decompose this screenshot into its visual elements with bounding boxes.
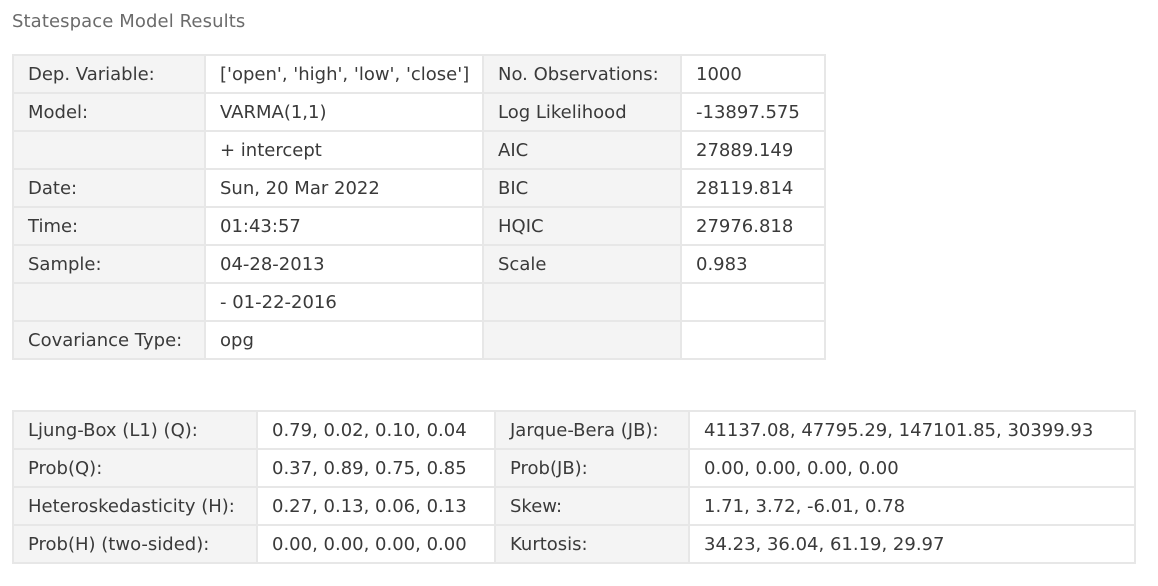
row-label: Model:	[12, 92, 206, 132]
row-value: ['open', 'high', 'low', 'close']	[204, 54, 484, 94]
row-label: HQIC	[482, 206, 682, 246]
results-title: Statespace Model Results	[12, 11, 246, 32]
row-value: 28119.814	[680, 168, 826, 208]
row-label	[482, 320, 682, 360]
row-value: 27889.149	[680, 130, 826, 170]
row-label: BIC	[482, 168, 682, 208]
row-value: 0.00, 0.00, 0.00, 0.00	[256, 524, 496, 564]
table-row: Covariance Type: opg	[12, 320, 826, 360]
row-label: Scale	[482, 244, 682, 284]
row-value: 0.79, 0.02, 0.10, 0.04	[256, 410, 496, 450]
row-value: VARMA(1,1)	[204, 92, 484, 132]
row-value	[680, 282, 826, 322]
row-label: Prob(H) (two-sided):	[12, 524, 258, 564]
row-label: Sample:	[12, 244, 206, 284]
row-value: - 01-22-2016	[204, 282, 484, 322]
row-value: 0.37, 0.89, 0.75, 0.85	[256, 448, 496, 488]
row-value: 0.983	[680, 244, 826, 284]
table-row: Time: 01:43:57 HQIC 27976.818	[12, 206, 826, 246]
row-value: 04-28-2013	[204, 244, 484, 284]
row-value: 27976.818	[680, 206, 826, 246]
row-value: 41137.08, 47795.29, 147101.85, 30399.93	[688, 410, 1136, 450]
summary-table: Dep. Variable: ['open', 'high', 'low', '…	[12, 54, 826, 360]
row-label: Time:	[12, 206, 206, 246]
table-row: Heteroskedasticity (H): 0.27, 0.13, 0.06…	[12, 486, 1136, 526]
row-label: Covariance Type:	[12, 320, 206, 360]
row-label: Kurtosis:	[494, 524, 690, 564]
row-label: No. Observations:	[482, 54, 682, 94]
row-value: + intercept	[204, 130, 484, 170]
table-row: Dep. Variable: ['open', 'high', 'low', '…	[12, 54, 826, 94]
table-row: Ljung-Box (L1) (Q): 0.79, 0.02, 0.10, 0.…	[12, 410, 1136, 450]
row-value: Sun, 20 Mar 2022	[204, 168, 484, 208]
row-value: 1000	[680, 54, 826, 94]
row-label: Date:	[12, 168, 206, 208]
table-row: Prob(H) (two-sided): 0.00, 0.00, 0.00, 0…	[12, 524, 1136, 564]
row-label: Log Likelihood	[482, 92, 682, 132]
row-value: 01:43:57	[204, 206, 484, 246]
row-value: 0.00, 0.00, 0.00, 0.00	[688, 448, 1136, 488]
table-row: + intercept AIC 27889.149	[12, 130, 826, 170]
row-label: Ljung-Box (L1) (Q):	[12, 410, 258, 450]
row-label: Skew:	[494, 486, 690, 526]
row-label: Prob(Q):	[12, 448, 258, 488]
row-value: opg	[204, 320, 484, 360]
row-value: 1.71, 3.72, -6.01, 0.78	[688, 486, 1136, 526]
row-label: Prob(JB):	[494, 448, 690, 488]
table-row: Sample: 04-28-2013 Scale 0.983	[12, 244, 826, 284]
table-row: - 01-22-2016	[12, 282, 826, 322]
table-row: Date: Sun, 20 Mar 2022 BIC 28119.814	[12, 168, 826, 208]
row-label: Dep. Variable:	[12, 54, 206, 94]
row-value	[680, 320, 826, 360]
row-value: 0.27, 0.13, 0.06, 0.13	[256, 486, 496, 526]
row-label: Jarque-Bera (JB):	[494, 410, 690, 450]
row-label	[12, 282, 206, 322]
row-label: Heteroskedasticity (H):	[12, 486, 258, 526]
row-label: AIC	[482, 130, 682, 170]
diagnostics-table: Ljung-Box (L1) (Q): 0.79, 0.02, 0.10, 0.…	[12, 410, 1136, 564]
table-row: Prob(Q): 0.37, 0.89, 0.75, 0.85 Prob(JB)…	[12, 448, 1136, 488]
row-value: -13897.575	[680, 92, 826, 132]
table-row: Model: VARMA(1,1) Log Likelihood -13897.…	[12, 92, 826, 132]
row-label	[12, 130, 206, 170]
row-label	[482, 282, 682, 322]
row-value: 34.23, 36.04, 61.19, 29.97	[688, 524, 1136, 564]
